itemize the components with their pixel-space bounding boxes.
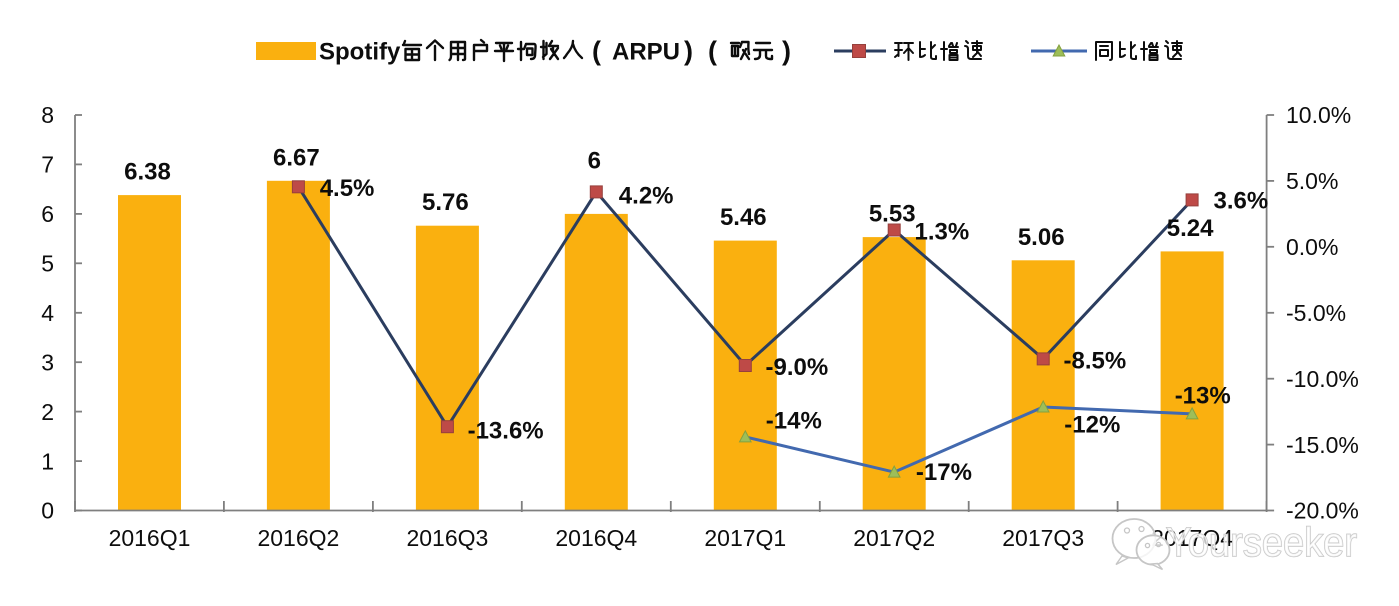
svg-text:1: 1 <box>41 448 54 474</box>
svg-text:): ) <box>782 36 791 66</box>
svg-text:-20.0%: -20.0% <box>1286 498 1359 524</box>
svg-text:2016Q4: 2016Q4 <box>555 525 637 551</box>
svg-text:5.76: 5.76 <box>422 189 469 216</box>
svg-text:-14%: -14% <box>766 408 822 435</box>
svg-text:-10.0%: -10.0% <box>1286 366 1359 392</box>
svg-text:6.67: 6.67 <box>273 144 320 171</box>
svg-text:2016Q2: 2016Q2 <box>257 525 339 551</box>
svg-text:6: 6 <box>41 201 54 227</box>
svg-text:6: 6 <box>588 148 601 175</box>
svg-text:7: 7 <box>41 152 54 178</box>
svg-text:-13.6%: -13.6% <box>468 417 544 444</box>
svg-text:-9.0%: -9.0% <box>766 354 829 381</box>
svg-text:5.24: 5.24 <box>1167 215 1214 242</box>
svg-text:4: 4 <box>41 300 54 326</box>
svg-text:Spotify: Spotify <box>319 39 401 66</box>
svg-text:1.3%: 1.3% <box>915 219 970 246</box>
svg-text:-15.0%: -15.0% <box>1286 432 1359 458</box>
svg-text:4.2%: 4.2% <box>619 182 674 209</box>
svg-text:0.0%: 0.0% <box>1286 234 1338 260</box>
svg-text:(: ( <box>592 36 601 66</box>
svg-text:5.46: 5.46 <box>720 204 767 231</box>
svg-text:5.06: 5.06 <box>1018 224 1065 251</box>
svg-text:2: 2 <box>41 399 54 425</box>
svg-text:5.0%: 5.0% <box>1286 168 1338 194</box>
svg-text:6.38: 6.38 <box>124 159 171 186</box>
svg-text:(: ( <box>708 36 717 66</box>
svg-text:): ) <box>684 36 693 66</box>
svg-text:2016Q3: 2016Q3 <box>406 525 488 551</box>
svg-text:4.5%: 4.5% <box>320 175 375 202</box>
svg-text:3: 3 <box>41 349 54 375</box>
svg-text:5.53: 5.53 <box>869 201 916 228</box>
svg-text:2017Q1: 2017Q1 <box>704 525 786 551</box>
svg-text:8: 8 <box>41 102 54 128</box>
svg-text:-12%: -12% <box>1064 412 1120 439</box>
svg-text:0: 0 <box>41 498 54 524</box>
svg-text:2016Q1: 2016Q1 <box>109 525 191 551</box>
svg-text:-8.5%: -8.5% <box>1064 348 1127 375</box>
svg-text:Yourseeker: Yourseeker <box>1166 519 1357 565</box>
svg-text:ARPU: ARPU <box>612 39 680 66</box>
svg-text:10.0%: 10.0% <box>1286 102 1351 128</box>
svg-text:-5.0%: -5.0% <box>1286 300 1346 326</box>
svg-text:2017Q3: 2017Q3 <box>1002 525 1084 551</box>
svg-text:-13%: -13% <box>1175 383 1231 410</box>
svg-text:-17%: -17% <box>916 459 972 486</box>
svg-text:3.6%: 3.6% <box>1214 188 1269 215</box>
svg-text:2017Q2: 2017Q2 <box>853 525 935 551</box>
svg-text:5: 5 <box>41 251 54 277</box>
